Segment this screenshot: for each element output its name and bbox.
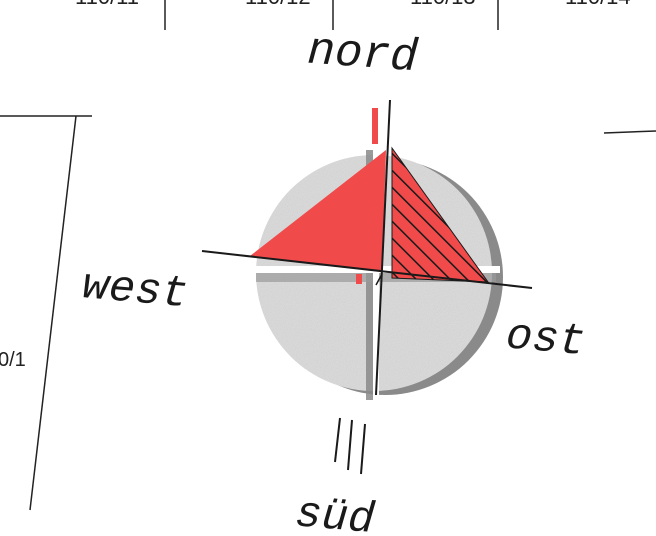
label-west: west: [80, 261, 190, 320]
hatched-sail-right: [391, 146, 490, 283]
side-tick-label: 0/1: [0, 349, 26, 371]
right-tick-line: [603, 130, 656, 134]
top-tick-label-1: 110/11: [75, 0, 139, 9]
label-east: ost: [504, 311, 587, 368]
red-pointer-mark: [372, 108, 378, 144]
red-sail-left: [250, 150, 386, 272]
top-tick-label-2: 110/12: [245, 0, 311, 9]
top-tick-label-3: 110/13: [410, 0, 476, 9]
south-lines: [334, 417, 366, 475]
label-south: süd: [293, 489, 377, 536]
crosshair: [201, 99, 533, 396]
left-bracket: 0/1: [0, 115, 92, 511]
top-axis: 110/11 110/12 110/13 110/14: [75, 0, 631, 30]
top-tick-label-4: 110/14: [565, 0, 631, 9]
label-north: nord: [306, 25, 420, 85]
red-center-mark: [356, 274, 362, 284]
